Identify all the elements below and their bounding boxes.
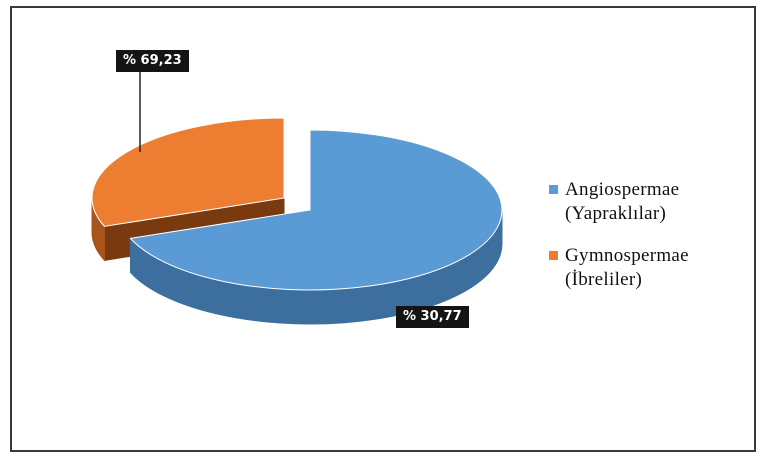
slice-angiospermae [129,129,503,291]
legend-label-gymnospermae: Gymnospermae [565,245,689,266]
legend-swatch-gymnospermae [549,251,558,260]
legend-item-angiospermae: Angiospermae (Yapraklılar) [549,178,689,226]
legend-sublabel-gymnospermae: (İbreliler) [565,269,643,290]
legend: Angiospermae (Yapraklılar) Gymnospermae … [549,178,689,310]
legend-sublabel-angiospermae: (Yapraklılar) [565,203,667,224]
legend-item-gymnospermae: Gymnospermae (İbreliler) [549,244,689,292]
legend-swatch-angiospermae [549,185,558,194]
legend-label-angiospermae: Angiospermae [565,179,680,200]
data-label-gymnospermae: % 69,23 [116,50,189,72]
data-label-angiospermae: % 30,77 [396,306,469,328]
